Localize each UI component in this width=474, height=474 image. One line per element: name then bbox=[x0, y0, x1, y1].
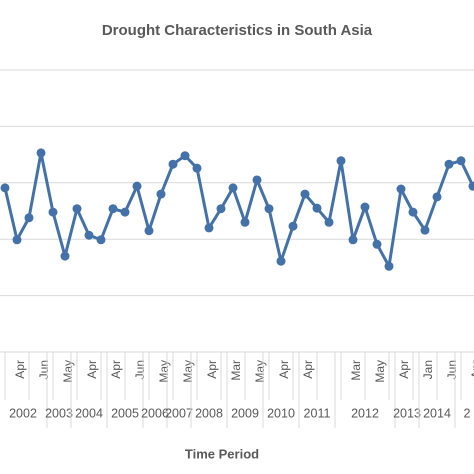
marker bbox=[288, 221, 298, 231]
marker bbox=[156, 189, 166, 199]
x-tick-label: Jun bbox=[445, 360, 459, 379]
x-tick-label: Apr bbox=[205, 360, 219, 379]
chart-title: Drought Characteristics in South Asia bbox=[102, 22, 373, 39]
marker bbox=[336, 156, 346, 166]
x-tick-label: Apr bbox=[469, 360, 474, 379]
x-tick-label: Jan bbox=[421, 360, 435, 379]
marker bbox=[48, 207, 58, 217]
x-tick-label: Apr bbox=[301, 360, 315, 379]
marker bbox=[84, 230, 94, 240]
marker bbox=[204, 223, 214, 233]
marker bbox=[12, 235, 22, 245]
marker bbox=[108, 204, 118, 214]
marker bbox=[312, 203, 322, 213]
marker bbox=[324, 217, 334, 227]
marker bbox=[396, 184, 406, 194]
x-tick-label: Apr bbox=[13, 360, 27, 379]
year-label: 2010 bbox=[267, 406, 295, 420]
x-tick-label: Mar bbox=[229, 360, 243, 381]
year-label: 2014 bbox=[423, 406, 451, 420]
marker bbox=[444, 159, 454, 169]
x-tick-label: Jun bbox=[133, 360, 147, 379]
marker bbox=[420, 225, 430, 235]
x-axis-title: Time Period bbox=[185, 446, 259, 461]
year-label: 2004 bbox=[75, 406, 103, 420]
x-tick-label: Apr bbox=[85, 360, 99, 379]
marker bbox=[468, 181, 474, 191]
marker bbox=[228, 183, 238, 193]
marker bbox=[96, 235, 106, 245]
x-tick-label: May bbox=[157, 360, 171, 383]
marker bbox=[132, 181, 142, 191]
year-label: 2 bbox=[464, 406, 471, 420]
x-tick-label: May bbox=[253, 360, 267, 383]
marker bbox=[276, 256, 286, 266]
marker bbox=[144, 226, 154, 236]
marker bbox=[252, 175, 262, 185]
marker bbox=[264, 204, 274, 214]
marker bbox=[300, 189, 310, 199]
marker bbox=[180, 151, 190, 161]
marker bbox=[168, 159, 178, 169]
marker bbox=[24, 213, 34, 223]
marker bbox=[384, 261, 394, 271]
x-tick-label: May bbox=[181, 360, 195, 383]
x-tick-label: Apr bbox=[109, 360, 123, 379]
year-label: 2005 bbox=[111, 406, 139, 420]
year-label: 2011 bbox=[304, 406, 331, 420]
year-label: 2007 bbox=[165, 406, 193, 420]
marker bbox=[0, 183, 10, 193]
year-label: 2008 bbox=[195, 406, 223, 420]
year-label: 2002 bbox=[9, 406, 37, 420]
year-label: 2003 bbox=[45, 406, 73, 420]
x-tick-label: Apr bbox=[277, 360, 291, 379]
marker bbox=[36, 148, 46, 158]
marker bbox=[408, 207, 418, 217]
x-tick-label: May bbox=[61, 360, 75, 383]
marker bbox=[72, 204, 82, 214]
year-label: 2009 bbox=[231, 406, 259, 420]
marker bbox=[432, 192, 442, 202]
year-label: 2012 bbox=[351, 406, 379, 420]
x-tick-label: Jun bbox=[37, 360, 51, 379]
x-tick-label: Mar bbox=[349, 360, 363, 381]
marker bbox=[240, 217, 250, 227]
line bbox=[3, 151, 474, 268]
marker bbox=[348, 235, 358, 245]
year-label: 2006 bbox=[141, 406, 169, 420]
marker bbox=[192, 163, 202, 173]
marker bbox=[456, 156, 466, 166]
marker bbox=[60, 251, 70, 261]
year-label: 2013 bbox=[393, 406, 421, 420]
marker bbox=[216, 204, 226, 214]
marker bbox=[120, 207, 130, 217]
marker bbox=[372, 239, 382, 249]
x-tick-label: Apr bbox=[397, 360, 411, 379]
x-tick-label: May bbox=[373, 360, 387, 383]
marker bbox=[360, 202, 370, 212]
